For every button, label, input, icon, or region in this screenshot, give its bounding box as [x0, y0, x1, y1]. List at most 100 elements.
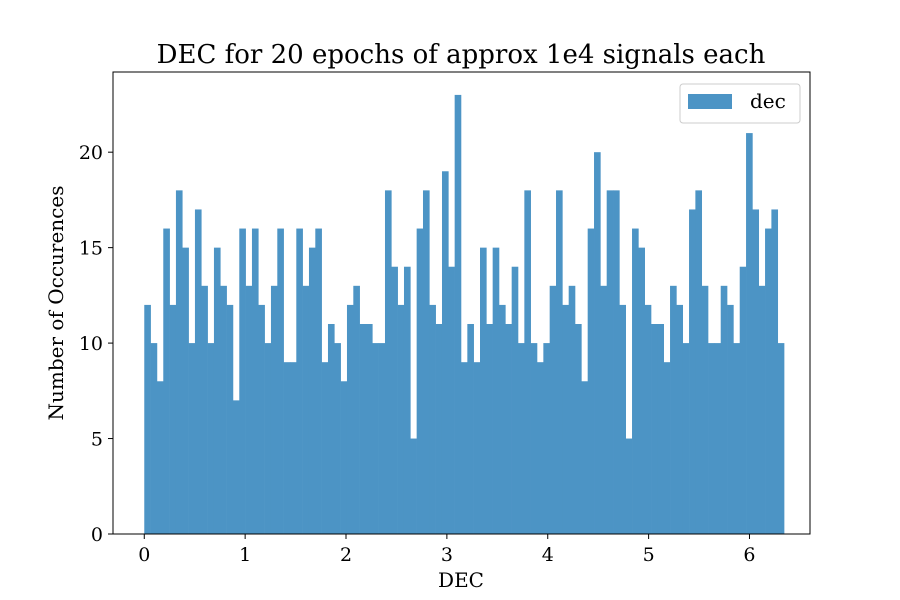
histogram-bar: [429, 304, 436, 534]
histogram-bar: [169, 304, 177, 534]
x-tick-label: 6: [743, 544, 755, 566]
x-tick-label: 1: [239, 544, 251, 566]
bars-group: [144, 94, 785, 535]
histogram-bar: [556, 190, 563, 534]
histogram-bar: [657, 324, 665, 534]
x-tick-label: 4: [542, 544, 554, 566]
histogram-bar: [353, 285, 360, 534]
histogram-bar: [600, 285, 607, 534]
histogram-bar: [714, 343, 722, 534]
histogram-bar: [549, 285, 557, 534]
histogram-bar: [695, 190, 703, 534]
histogram-bar: [663, 362, 671, 534]
histogram-bar: [422, 190, 430, 534]
histogram-bar: [213, 247, 221, 535]
x-tick-label: 2: [340, 544, 352, 566]
histogram-bar: [365, 324, 373, 534]
histogram-bar: [473, 362, 481, 534]
y-tick-label: 20: [79, 142, 103, 164]
histogram-bar: [606, 190, 614, 534]
histogram-bar: [296, 228, 303, 534]
histogram-bar: [378, 343, 386, 534]
histogram-bar: [220, 285, 227, 534]
histogram-bar: [746, 133, 753, 534]
y-tick-label: 5: [91, 429, 103, 451]
histogram-bar: [575, 324, 582, 534]
histogram-bar: [632, 228, 639, 534]
histogram-bar: [492, 247, 500, 535]
histogram-bar: [562, 304, 569, 534]
histogram-bar: [518, 343, 525, 534]
histogram-bar: [682, 343, 690, 534]
histogram-bar: [410, 438, 417, 534]
legend-swatch: [688, 94, 732, 109]
x-tick-label: 5: [643, 544, 655, 566]
histogram-bar: [372, 343, 379, 534]
histogram-bar: [499, 304, 506, 534]
histogram-bar: [537, 362, 544, 534]
histogram-bar: [486, 324, 493, 534]
histogram-bar: [156, 381, 164, 534]
histogram-bar: [771, 209, 779, 535]
histogram-bar: [270, 285, 278, 534]
histogram-bar: [524, 190, 531, 534]
histogram-bar: [625, 438, 633, 534]
histogram-bar: [302, 285, 310, 534]
histogram-bar: [182, 247, 189, 535]
histogram-bar: [359, 324, 367, 534]
histogram-bar: [638, 247, 645, 535]
x-tick-label: 0: [138, 544, 150, 566]
histogram-bar: [283, 362, 291, 534]
histogram-bar: [340, 381, 348, 534]
histogram-bar: [676, 304, 684, 534]
histogram-bar: [144, 304, 151, 534]
legend-label: dec: [750, 89, 786, 113]
histogram-bar: [619, 304, 626, 534]
histogram-bar: [232, 400, 240, 534]
histogram-bar: [150, 343, 158, 534]
histogram-bar: [765, 228, 772, 534]
x-axis-label: DEC: [438, 568, 484, 592]
histogram-bar: [739, 266, 747, 534]
histogram-bar: [454, 94, 462, 534]
histogram-bar: [543, 343, 550, 534]
plot-frame: [112, 71, 811, 535]
histogram-bar: [530, 343, 538, 534]
histogram-bar: [460, 362, 468, 534]
histogram-bar: [479, 247, 487, 535]
histogram-bar: [568, 285, 576, 534]
histogram-bar: [587, 228, 595, 534]
legend-box: [679, 83, 801, 124]
histogram-bar: [727, 304, 734, 534]
y-axis-label: Number of Occurences: [44, 186, 68, 421]
histogram-bar: [752, 209, 760, 535]
histogram-bar: [397, 304, 405, 534]
histogram-bar: [689, 209, 696, 535]
histogram-bar: [441, 171, 449, 535]
histogram-bar: [321, 362, 329, 534]
histogram-bar: [289, 362, 297, 534]
histogram-bar: [308, 247, 316, 535]
x-axis-ticks: 0 1 2 3 4 5 6: [138, 534, 756, 566]
histogram-bar: [644, 304, 652, 534]
histogram-bar: [708, 343, 715, 534]
histogram-bar: [207, 343, 215, 534]
histogram-bar: [384, 190, 392, 534]
histogram-bar: [251, 228, 259, 534]
histogram-bar: [194, 209, 202, 535]
histogram-bar: [391, 266, 398, 534]
y-tick-label: 15: [79, 238, 103, 260]
histogram-bar: [758, 285, 766, 534]
histogram-bar: [511, 266, 519, 534]
legend: dec: [679, 83, 801, 124]
histogram-bar: [201, 285, 208, 534]
histogram-bar: [505, 324, 512, 534]
histogram-bar: [239, 228, 246, 534]
histogram-bar: [435, 324, 443, 534]
histogram-bar: [777, 343, 785, 534]
y-tick-label: 10: [79, 333, 103, 355]
histogram-bar: [346, 304, 354, 534]
histogram-bar: [651, 324, 658, 534]
y-tick-label: 0: [91, 524, 103, 546]
